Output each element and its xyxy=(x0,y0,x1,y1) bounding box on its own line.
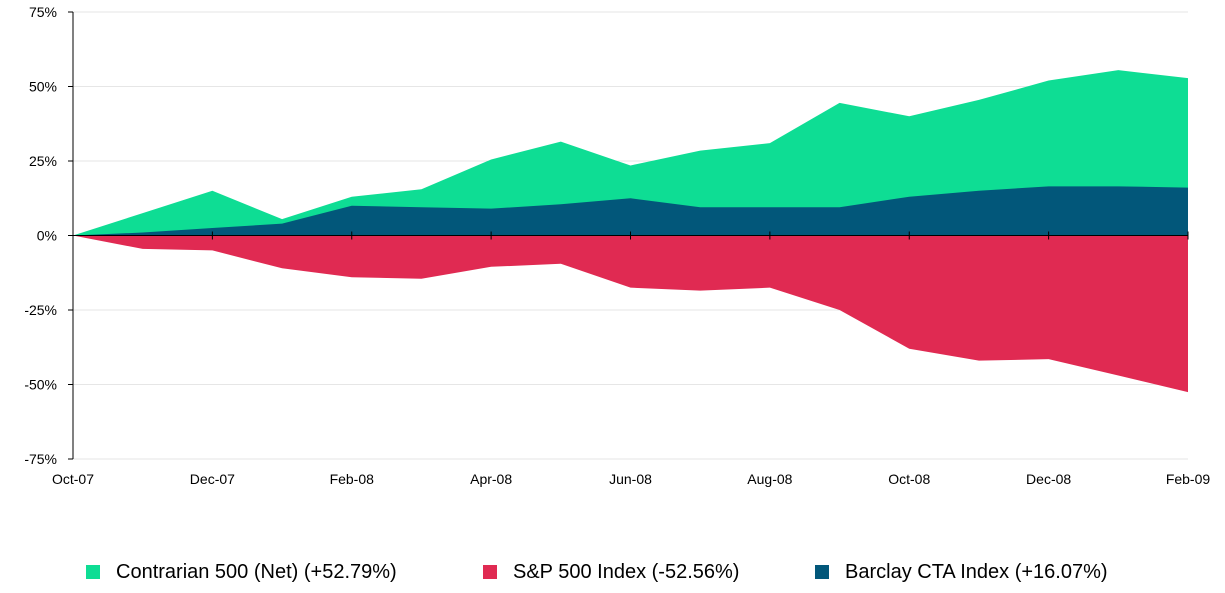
y-tick-label: -25% xyxy=(24,302,57,318)
legend-item-contrarian: Contrarian 500 (Net) (+52.79%) xyxy=(86,555,397,589)
x-tick-label: Oct-07 xyxy=(52,471,94,487)
y-tick-label: 75% xyxy=(29,4,57,20)
series-area-sp500 xyxy=(73,235,1188,393)
y-tick-label: 25% xyxy=(29,153,57,169)
tick-labels: 75% 50% 25% 0% -25% -50% -75% Oct-07 Dec-07 Feb-0… xyxy=(24,4,1210,487)
legend: Contrarian 500 (Net) (+52.79%) S&P 500 I… xyxy=(0,555,1225,589)
series-areas xyxy=(73,70,1188,393)
x-tick-label: Oct-08 xyxy=(888,471,930,487)
x-tick-label: Jun-08 xyxy=(609,471,652,487)
x-tick-label: Feb-09 xyxy=(1166,471,1211,487)
x-tick-label: Apr-08 xyxy=(470,471,512,487)
x-tick-label: Dec-08 xyxy=(1026,471,1071,487)
series-area-barclay xyxy=(73,186,1188,236)
x-tick-label: Aug-08 xyxy=(747,471,792,487)
legend-label-contrarian: Contrarian 500 (Net) (+52.79%) xyxy=(116,560,397,583)
legend-label-sp500: S&P 500 Index (-52.56%) xyxy=(513,560,740,583)
x-tick-label: Feb-08 xyxy=(330,471,375,487)
series-area-contrarian xyxy=(73,70,1188,236)
legend-item-sp500: S&P 500 Index (-52.56%) xyxy=(483,555,739,589)
y-tick-label: -75% xyxy=(24,451,57,467)
legend-swatch-sp500 xyxy=(483,565,497,579)
axes xyxy=(68,11,1189,460)
legend-swatch-barclay xyxy=(815,565,829,579)
gridlines xyxy=(73,11,1188,460)
legend-item-barclay: Barclay CTA Index (+16.07%) xyxy=(815,555,1108,589)
y-tick-label: -50% xyxy=(24,377,57,393)
y-tick-label: 50% xyxy=(29,79,57,95)
legend-swatch-contrarian xyxy=(86,565,100,579)
x-tick-label: Dec-07 xyxy=(190,471,235,487)
legend-label-barclay: Barclay CTA Index (+16.07%) xyxy=(845,560,1108,583)
y-tick-label: 0% xyxy=(37,228,57,244)
area-chart: 75% 50% 25% 0% -25% -50% -75% Oct-07 Dec-07 Feb-0… xyxy=(24,4,1210,487)
